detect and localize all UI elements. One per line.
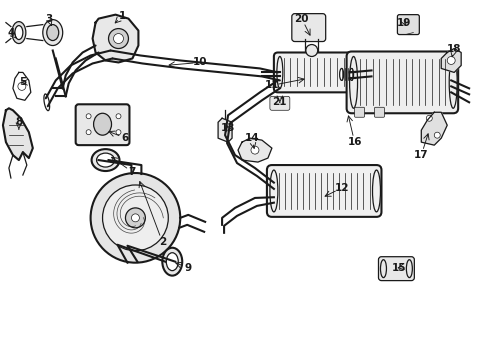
Ellipse shape bbox=[94, 113, 112, 135]
Ellipse shape bbox=[380, 260, 387, 278]
Text: 10: 10 bbox=[193, 58, 207, 67]
Text: 6: 6 bbox=[122, 133, 129, 143]
Text: 14: 14 bbox=[245, 133, 259, 143]
Circle shape bbox=[116, 130, 121, 135]
Text: 7: 7 bbox=[129, 167, 136, 177]
Text: 5: 5 bbox=[19, 77, 26, 87]
Text: 16: 16 bbox=[347, 137, 362, 147]
FancyBboxPatch shape bbox=[267, 165, 382, 217]
Ellipse shape bbox=[166, 253, 178, 271]
Ellipse shape bbox=[270, 170, 278, 212]
Ellipse shape bbox=[372, 170, 380, 212]
Ellipse shape bbox=[15, 26, 23, 40]
Ellipse shape bbox=[43, 20, 63, 45]
Text: 21: 21 bbox=[272, 97, 287, 107]
Polygon shape bbox=[421, 112, 447, 145]
FancyBboxPatch shape bbox=[274, 53, 354, 92]
FancyBboxPatch shape bbox=[378, 257, 415, 280]
Text: 13: 13 bbox=[221, 123, 235, 133]
Ellipse shape bbox=[406, 260, 413, 278]
Circle shape bbox=[125, 208, 146, 228]
FancyBboxPatch shape bbox=[374, 107, 385, 117]
Circle shape bbox=[91, 173, 180, 263]
Circle shape bbox=[102, 185, 168, 251]
Circle shape bbox=[108, 28, 128, 49]
Text: 11: 11 bbox=[265, 80, 279, 90]
Circle shape bbox=[86, 114, 91, 119]
Circle shape bbox=[426, 115, 432, 121]
Text: 1: 1 bbox=[119, 11, 126, 21]
Circle shape bbox=[114, 33, 123, 44]
Ellipse shape bbox=[162, 248, 182, 276]
Text: 4: 4 bbox=[7, 28, 15, 37]
Circle shape bbox=[18, 82, 26, 90]
Circle shape bbox=[251, 146, 259, 154]
Ellipse shape bbox=[47, 24, 59, 41]
FancyBboxPatch shape bbox=[292, 14, 326, 41]
FancyBboxPatch shape bbox=[346, 51, 458, 113]
Text: 15: 15 bbox=[392, 263, 407, 273]
Polygon shape bbox=[238, 138, 272, 162]
Ellipse shape bbox=[44, 94, 49, 111]
Circle shape bbox=[86, 130, 91, 135]
Text: 12: 12 bbox=[334, 183, 349, 193]
Text: 3: 3 bbox=[45, 14, 52, 24]
Ellipse shape bbox=[12, 22, 26, 44]
FancyBboxPatch shape bbox=[75, 104, 129, 145]
Ellipse shape bbox=[92, 149, 120, 171]
FancyBboxPatch shape bbox=[355, 107, 365, 117]
Circle shape bbox=[116, 114, 121, 119]
Circle shape bbox=[306, 45, 318, 57]
Polygon shape bbox=[441, 49, 461, 72]
Text: 20: 20 bbox=[294, 14, 309, 24]
Polygon shape bbox=[93, 15, 138, 62]
Ellipse shape bbox=[349, 68, 354, 80]
Circle shape bbox=[434, 132, 440, 138]
Text: 2: 2 bbox=[159, 237, 166, 247]
FancyBboxPatch shape bbox=[270, 96, 290, 110]
Ellipse shape bbox=[346, 57, 353, 88]
Circle shape bbox=[447, 57, 455, 64]
Polygon shape bbox=[3, 108, 33, 160]
Ellipse shape bbox=[340, 68, 343, 80]
Circle shape bbox=[131, 214, 140, 222]
Text: 18: 18 bbox=[447, 44, 462, 54]
Text: 8: 8 bbox=[15, 117, 23, 127]
FancyBboxPatch shape bbox=[397, 15, 419, 35]
Polygon shape bbox=[218, 118, 232, 142]
Ellipse shape bbox=[97, 153, 115, 167]
Text: 17: 17 bbox=[414, 150, 429, 160]
Ellipse shape bbox=[277, 57, 283, 88]
Ellipse shape bbox=[349, 57, 358, 108]
Text: 9: 9 bbox=[185, 263, 192, 273]
Text: 19: 19 bbox=[397, 18, 412, 28]
Ellipse shape bbox=[449, 57, 457, 108]
